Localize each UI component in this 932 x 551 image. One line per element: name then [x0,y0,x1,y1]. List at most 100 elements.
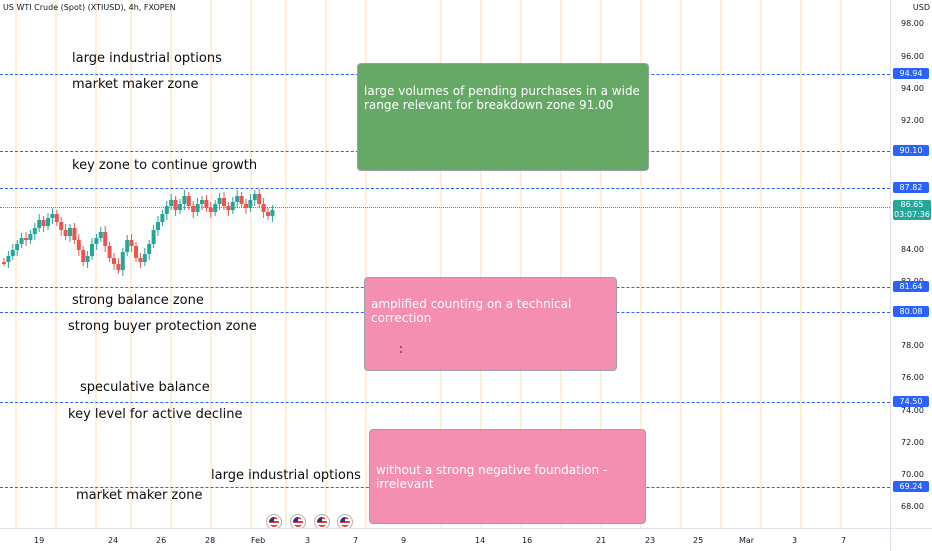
candle-body [151,230,156,244]
candle-body [208,208,213,212]
candle-body [147,244,152,254]
candle-body [6,256,11,262]
level-price-label[interactable]: 94.94 [893,68,929,79]
candle-body [15,244,20,250]
candle-body [204,200,209,208]
session-highlight [325,0,327,528]
time-tick: 19 [34,536,45,545]
candle-body [169,200,174,206]
candle-body [257,194,262,204]
candle-body [63,230,68,236]
session-highlight [800,0,802,528]
note-box-pink[interactable]: without a strong negative foundation - i… [369,429,646,524]
candle-body [142,254,147,262]
zone-label[interactable]: key level for active decline [68,407,243,422]
time-tick: 9 [401,536,407,545]
time-tick: 24 [108,536,119,545]
zone-label[interactable]: strong buyer protection zone [68,319,257,334]
price-tick: 72.00 [901,438,924,447]
current-price-label[interactable]: 86.65 03:07:36 [893,200,931,220]
session-highlight [95,0,97,528]
time-tick: 21 [596,536,607,545]
level-price-label[interactable]: 87.82 [893,182,929,193]
price-tick: 96.00 [901,52,924,61]
candle-body [160,214,165,222]
time-axis[interactable]: 19 24 26 28 Feb 3 7 9 14 16 21 23 25 Mar… [0,528,890,551]
candle-body [98,232,103,238]
candle-body [50,214,55,218]
us-flag-icon[interactable] [266,514,282,528]
candle-body [76,240,81,250]
session-highlight [250,0,252,528]
candle-body [103,232,108,246]
time-tick: 3 [305,536,311,545]
price-axis[interactable]: USD 98.00 96.00 94.00 92.00 84.00 82.00 … [890,0,932,528]
candle-body [191,206,196,212]
us-flag-icon[interactable] [290,514,306,528]
zone-label[interactable]: large industrial options [72,51,222,66]
candle-body [200,200,204,204]
note-box-green[interactable]: large volumes of pending purchases in a … [357,63,649,171]
candle-body [226,206,231,210]
chart-area[interactable]: US WTI Crude (Spot) (XTIUSD), 4h, FXOPEN… [0,0,890,528]
candle-body [134,246,138,258]
level-price-label[interactable]: 80.08 [893,306,929,317]
candle-body [182,196,187,204]
level-price-label[interactable]: 69.24 [893,481,929,492]
candle-body [90,244,94,256]
session-highlight [640,0,642,528]
level-price-label[interactable]: 90.10 [893,145,929,156]
session-highlight [210,0,212,528]
candle-body [120,252,125,270]
us-flag-icon[interactable] [337,514,353,528]
candle-body [230,202,235,210]
level-line[interactable] [0,402,890,403]
zone-label[interactable]: key zone to continue growth [72,158,258,173]
session-highlight [720,0,722,528]
session-highlight [285,0,287,528]
symbol-title[interactable]: US WTI Crude (Spot) (XTIUSD), 4h, FXOPEN [3,3,176,12]
time-tick: 7 [841,536,847,545]
level-price-label[interactable]: 81.64 [893,281,929,292]
time-tick: 28 [205,536,216,545]
session-highlight [840,0,842,528]
session-highlight [560,0,562,528]
note-box-pink[interactable]: amplified counting on a technical correc… [364,277,617,371]
time-tick: 26 [156,536,167,545]
us-flag-icon[interactable] [314,514,330,528]
zone-label[interactable]: market maker zone [72,77,199,92]
zone-label[interactable]: large industrial options [211,468,361,483]
level-line[interactable] [0,188,890,189]
session-highlight [130,0,132,528]
level-price-label[interactable]: 74.50 [893,396,929,407]
current-price-line [0,207,890,208]
candle-body [24,238,28,240]
price-tick: 70.00 [901,470,924,479]
session-highlight [520,0,522,528]
currency-label[interactable]: USD [912,3,930,12]
session-highlight [15,0,17,528]
candle-body [2,262,6,264]
candle-body [19,238,24,244]
session-highlight [365,0,367,528]
price-tick: 94.00 [901,84,924,93]
zone-label[interactable]: strong balance zone [72,293,204,308]
candle-body [94,238,99,244]
candle-body [186,196,191,206]
current-price-value: 86.65 [900,200,924,209]
price-tick: 98.00 [901,19,924,28]
price-tick: 68.00 [901,502,924,511]
zone-label[interactable]: speculative balance [80,380,210,395]
price-tick: 76.00 [901,373,924,382]
time-tick: Mar [739,536,755,545]
candle-body [125,240,130,252]
session-highlight [170,0,172,528]
session-highlight [440,0,442,528]
price-tick: 78.00 [901,341,924,350]
candle-body [173,200,178,210]
session-highlight [55,0,57,528]
zone-label[interactable]: market maker zone [76,488,203,503]
session-highlight [760,0,762,528]
candle-body [112,258,116,264]
note-text: amplified counting on a technical correc… [371,297,572,325]
